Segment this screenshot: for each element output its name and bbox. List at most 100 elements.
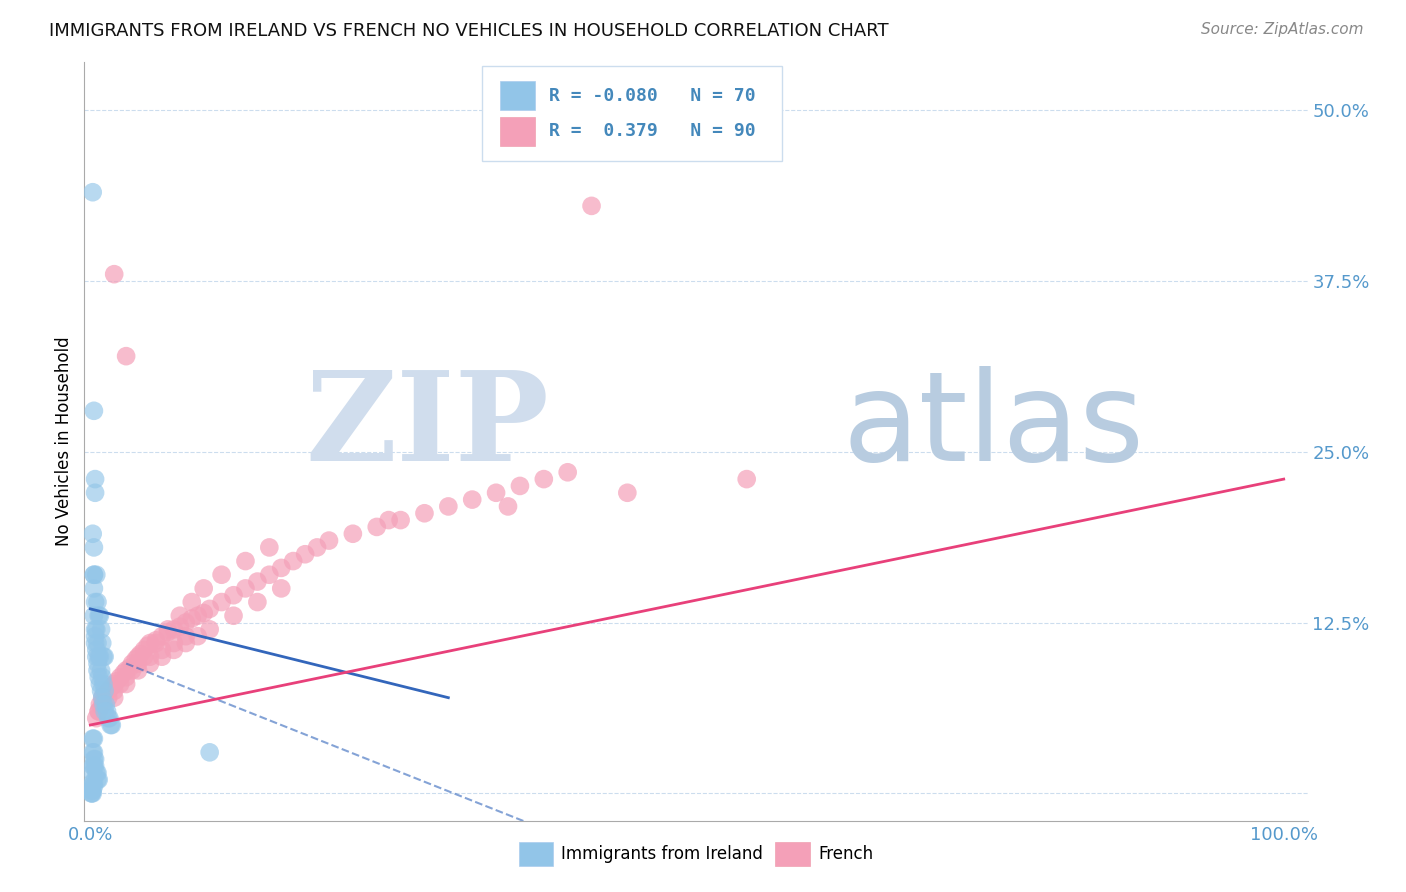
Point [103,267,125,281]
Point [80,786,103,800]
FancyBboxPatch shape [776,842,810,866]
Point [270,561,292,575]
Point [83,752,105,766]
Point [163,623,186,637]
Text: IMMIGRANTS FROM IRELAND VS FRENCH NO VEHICLES IN HOUSEHOLD CORRELATION CHART: IMMIGRANTS FROM IRELAND VS FRENCH NO VEH… [49,22,889,40]
Point [112,666,135,681]
FancyBboxPatch shape [482,66,782,161]
Point [87,608,110,623]
Point [84,711,107,725]
Point [145,633,167,648]
Point [318,533,340,548]
Point [193,582,215,596]
Point [156,623,179,637]
Point [82,745,104,759]
Point [93,704,115,718]
Point [103,690,125,705]
Point [89,649,111,664]
Text: French: French [818,845,873,863]
Point [89,608,111,623]
Point [93,649,115,664]
Point [103,684,125,698]
Point [129,647,152,661]
Point [198,623,221,637]
Point [150,629,173,643]
Point [93,649,115,664]
Point [105,674,128,689]
FancyBboxPatch shape [501,117,534,145]
Point [156,625,179,640]
Text: Source: ZipAtlas.com: Source: ZipAtlas.com [1201,22,1364,37]
Point [84,623,107,637]
Point [187,629,209,643]
Point [187,608,209,623]
Point [533,472,555,486]
Text: Immigrants from Ireland: Immigrants from Ireland [561,845,763,863]
Point [136,639,159,653]
Point [121,657,143,671]
Point [84,623,107,637]
Point [270,582,292,596]
Point [389,513,412,527]
Point [145,636,167,650]
Point [82,731,104,746]
Point [84,485,107,500]
Point [87,772,110,787]
Point [169,620,191,634]
Point [84,752,107,766]
Point [90,664,112,678]
Point [174,629,197,643]
Point [82,759,104,773]
Point [84,636,107,650]
Text: R =  0.379   N = 90: R = 0.379 N = 90 [550,122,756,140]
Point [366,520,388,534]
Point [132,649,155,664]
Point [307,541,329,555]
Point [83,582,105,596]
Point [87,704,110,718]
Point [259,541,281,555]
Point [97,711,120,725]
Point [83,541,105,555]
Point [180,611,202,625]
Text: R = -0.080   N = 70: R = -0.080 N = 70 [550,87,756,104]
Point [83,567,105,582]
Point [461,492,484,507]
Point [97,684,120,698]
Point [496,500,519,514]
Point [211,567,233,582]
Point [87,649,110,664]
Point [139,657,162,671]
Point [246,574,269,589]
Point [246,595,269,609]
Point [86,657,108,671]
Point [377,513,399,527]
Point [115,670,138,684]
FancyBboxPatch shape [519,842,553,866]
Point [198,602,221,616]
Point [294,547,316,561]
Point [198,745,221,759]
Point [87,704,110,718]
Point [84,629,107,643]
Point [82,783,104,797]
Point [91,670,114,684]
Point [89,677,111,691]
Point [97,690,120,705]
Point [84,472,107,486]
Point [93,688,115,702]
Point [616,485,638,500]
Point [485,485,508,500]
Point [90,684,112,698]
Point [87,670,110,684]
Point [139,636,162,650]
Point [89,698,111,712]
Point [139,649,162,664]
Point [101,718,124,732]
Text: ZIP: ZIP [305,366,550,487]
Point [509,479,531,493]
Point [115,677,138,691]
Point [342,526,364,541]
Point [193,606,215,620]
Point [86,636,108,650]
